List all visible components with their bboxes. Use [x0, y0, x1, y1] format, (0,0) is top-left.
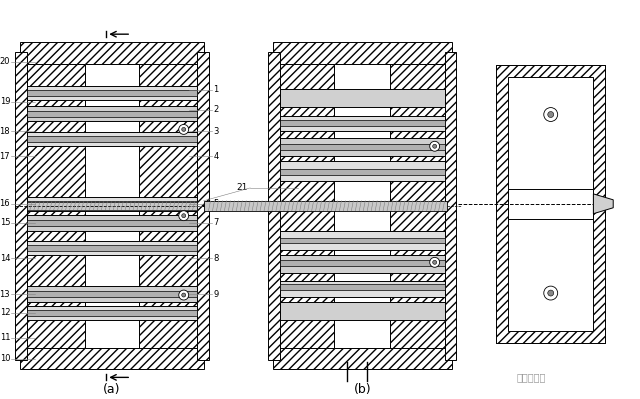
Text: 5: 5 [214, 199, 219, 208]
Circle shape [179, 124, 189, 134]
Circle shape [179, 211, 189, 221]
Bar [27, 86, 196, 100]
Text: 19: 19 [0, 97, 10, 106]
Bar [27, 106, 196, 121]
Text: 4: 4 [214, 152, 219, 161]
Circle shape [544, 108, 557, 121]
Circle shape [182, 293, 186, 297]
Bar [280, 169, 445, 175]
Bar [280, 231, 445, 251]
Text: 12: 12 [0, 308, 10, 317]
Circle shape [182, 127, 186, 131]
Bar [27, 136, 196, 142]
Bar [496, 65, 605, 343]
Text: 机械工程师: 机械工程师 [516, 372, 545, 382]
Bar [27, 215, 196, 231]
Text: 13: 13 [0, 290, 10, 298]
Bar [139, 64, 196, 348]
Bar [280, 260, 445, 266]
Bar [280, 89, 445, 107]
Text: 20: 20 [0, 57, 10, 67]
Bar [84, 64, 139, 348]
Bar [27, 111, 196, 117]
Bar [196, 52, 209, 359]
Text: 7: 7 [214, 218, 219, 227]
Bar [20, 42, 204, 64]
Circle shape [544, 286, 557, 300]
Text: 11: 11 [0, 333, 10, 342]
Circle shape [429, 141, 440, 151]
Bar [27, 310, 196, 316]
Bar [496, 65, 605, 343]
Bar [280, 64, 335, 348]
Bar [508, 77, 593, 331]
Text: 8: 8 [214, 254, 219, 263]
Bar [20, 348, 204, 369]
Text: 6: 6 [214, 201, 219, 210]
Bar [27, 220, 196, 225]
Bar [27, 201, 196, 207]
Text: 3: 3 [214, 127, 219, 136]
Text: 9: 9 [214, 290, 219, 298]
Bar [273, 42, 452, 64]
Bar [27, 241, 196, 255]
Circle shape [548, 112, 554, 117]
Bar [508, 189, 593, 219]
Text: 16: 16 [0, 199, 10, 208]
Bar [27, 245, 196, 251]
Bar [280, 281, 445, 297]
Text: 2: 2 [214, 105, 219, 114]
Text: 1: 1 [214, 85, 219, 94]
Circle shape [429, 257, 440, 267]
Bar [280, 302, 445, 320]
Bar [268, 52, 280, 359]
Circle shape [182, 214, 186, 218]
Circle shape [433, 144, 436, 148]
Bar [280, 284, 445, 290]
Bar [27, 90, 196, 96]
Text: (b): (b) [353, 383, 371, 396]
Bar [27, 286, 196, 302]
Text: 18: 18 [0, 127, 10, 136]
Circle shape [548, 290, 554, 296]
Bar [27, 291, 196, 297]
Bar [280, 144, 445, 150]
Polygon shape [593, 194, 613, 214]
Bar [280, 161, 445, 181]
Bar [27, 197, 196, 211]
Bar [280, 138, 445, 156]
Bar [335, 64, 390, 348]
Bar [445, 52, 456, 359]
Circle shape [433, 260, 436, 264]
Bar [27, 202, 196, 210]
Text: 15: 15 [0, 218, 10, 227]
Text: (a): (a) [102, 383, 120, 396]
Bar [204, 201, 447, 211]
Text: 17: 17 [0, 152, 10, 161]
Bar [280, 116, 445, 131]
Circle shape [179, 290, 189, 300]
Text: 10: 10 [0, 354, 10, 363]
Text: 21: 21 [237, 184, 248, 192]
Bar [15, 52, 27, 359]
Bar [27, 306, 196, 320]
Bar [273, 348, 452, 369]
Bar [280, 237, 445, 243]
Bar [280, 255, 445, 273]
Bar [390, 64, 445, 348]
Text: 14: 14 [0, 254, 10, 263]
Bar [27, 132, 196, 146]
Bar [280, 120, 445, 126]
Bar [27, 64, 84, 348]
